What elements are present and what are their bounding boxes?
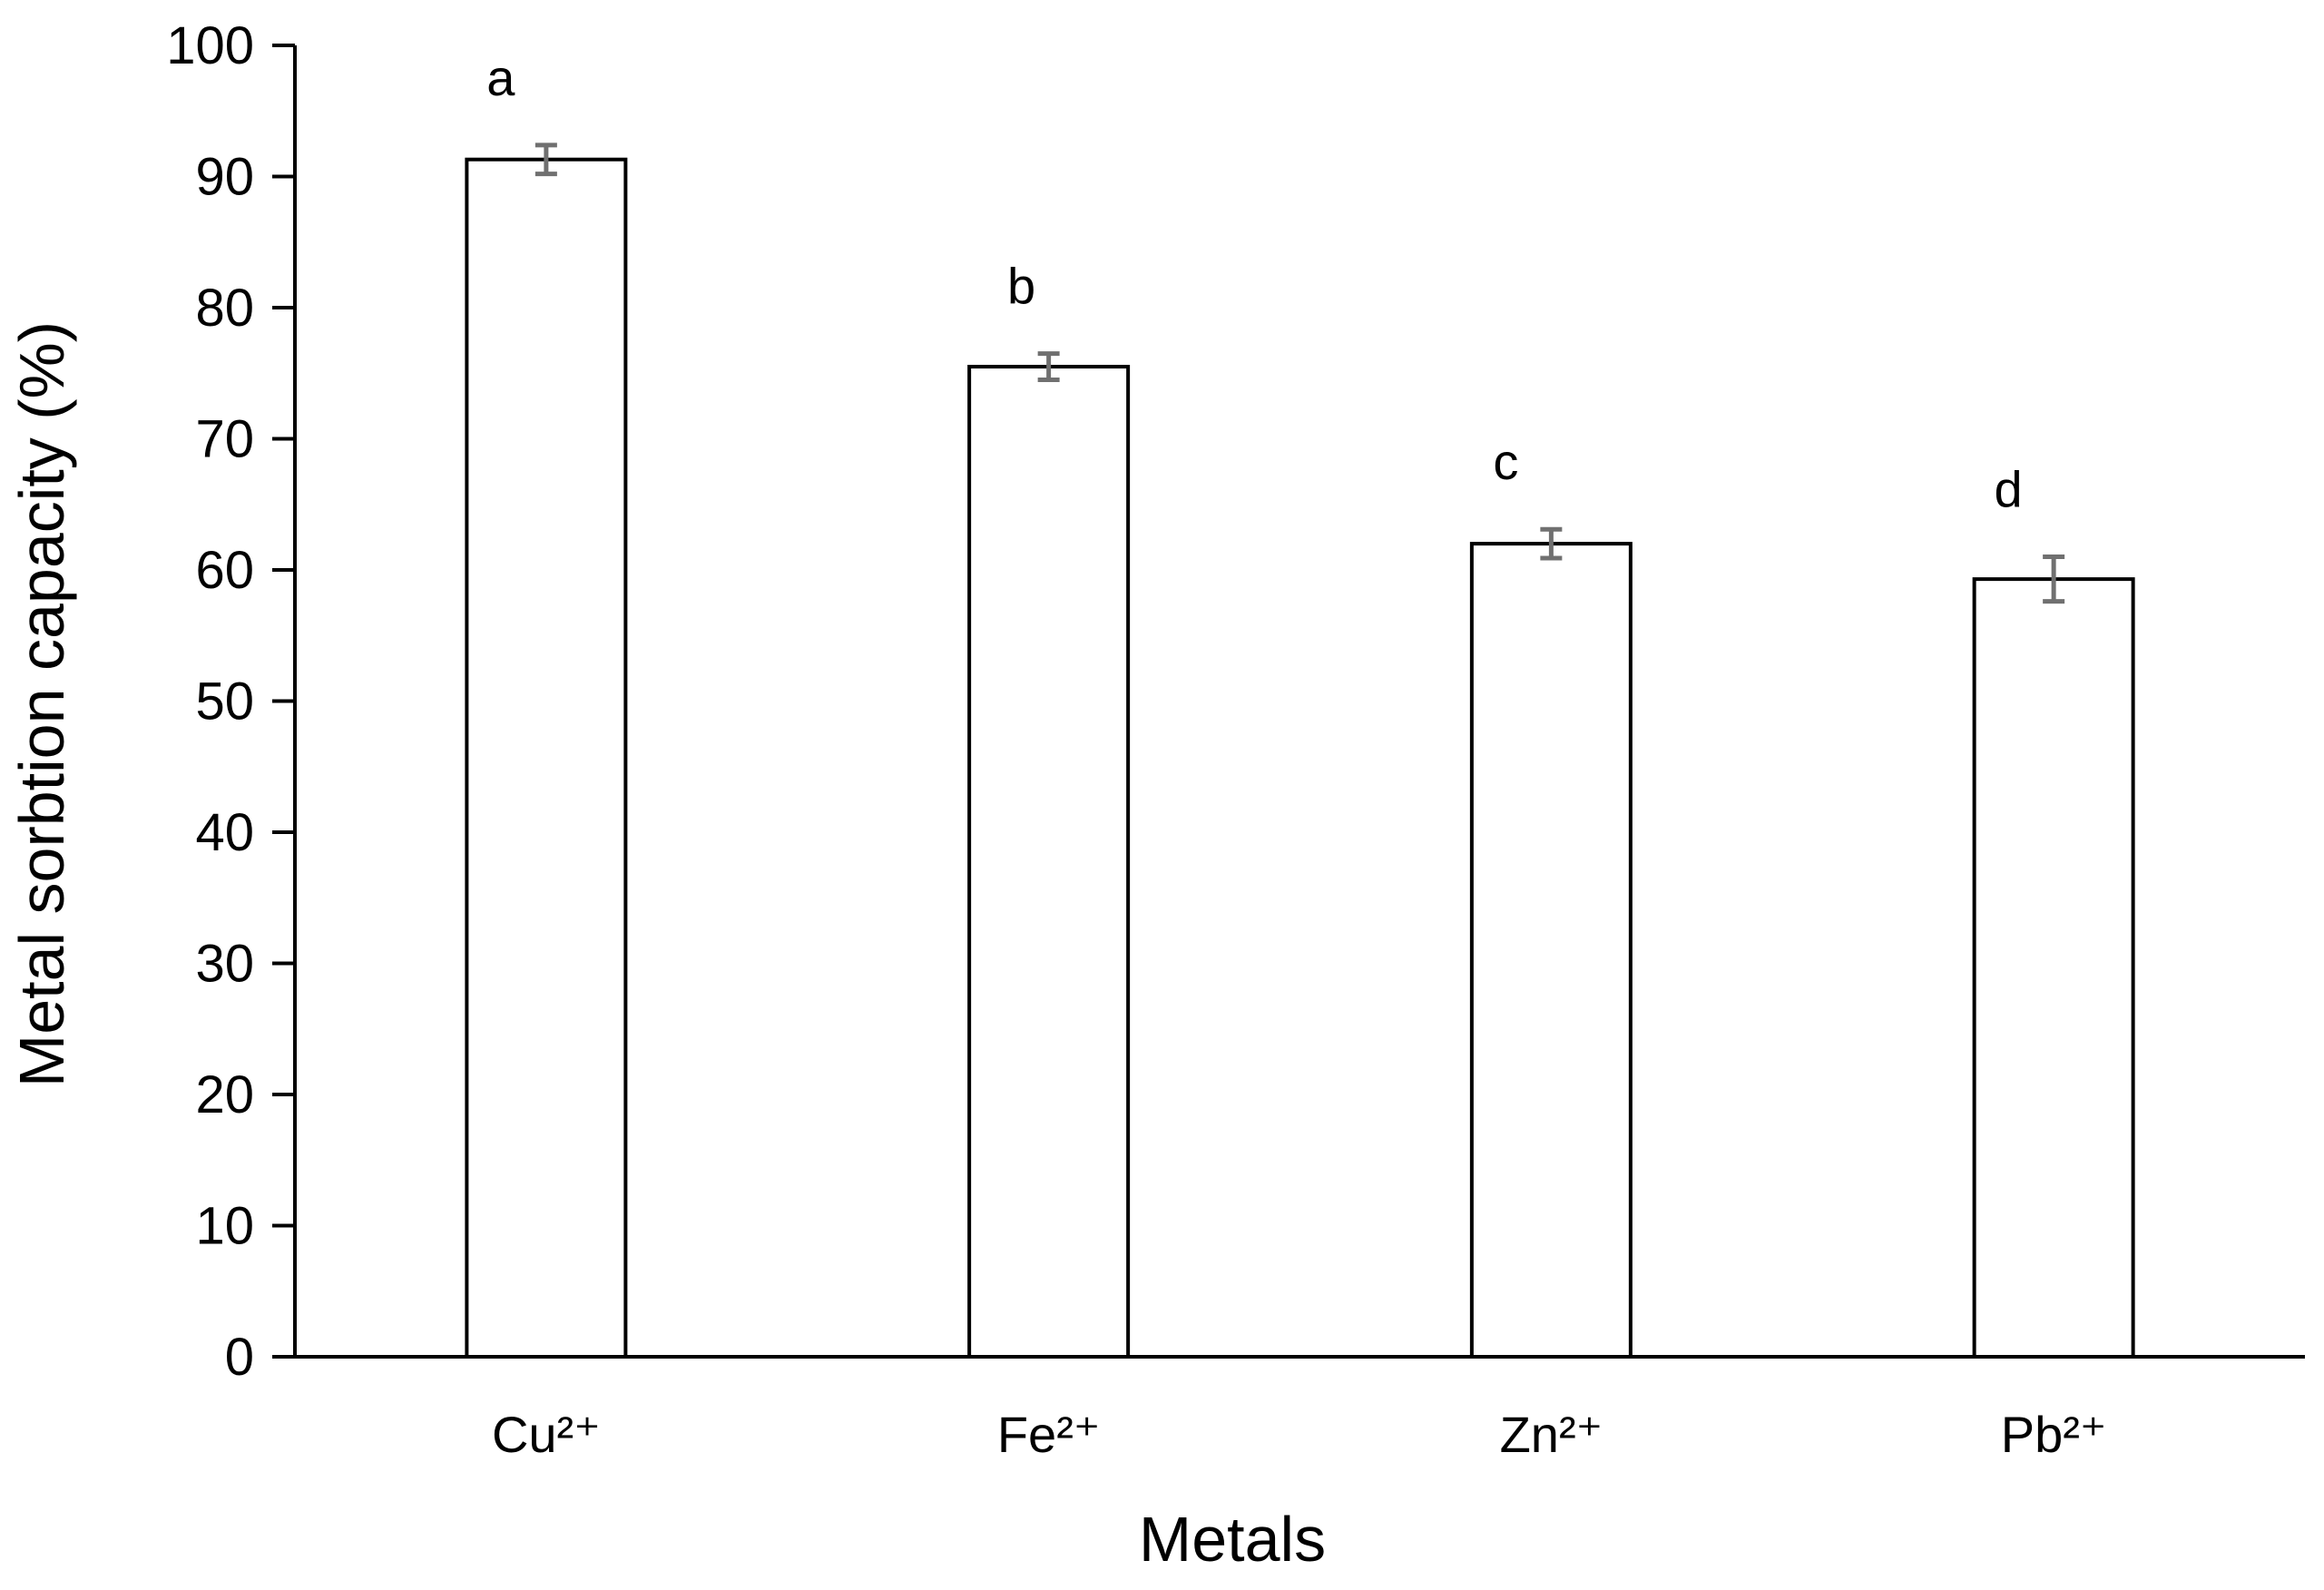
significance-letter: a bbox=[486, 49, 515, 106]
y-tick-label: 70 bbox=[195, 410, 254, 469]
y-tick-label: 100 bbox=[166, 16, 254, 75]
y-tick-label: 90 bbox=[195, 148, 254, 207]
y-tick-label: 80 bbox=[195, 279, 254, 338]
y-tick-label: 30 bbox=[195, 935, 254, 994]
y-axis-title: Metal sorbtion capacity (%) bbox=[6, 321, 77, 1087]
x-tick-label: Pb²⁺ bbox=[2001, 1406, 2107, 1463]
bar bbox=[1972, 577, 2135, 1359]
bar bbox=[1469, 542, 1633, 1359]
y-tick-label: 40 bbox=[195, 803, 254, 862]
y-tick-label: 20 bbox=[195, 1065, 254, 1124]
y-tick-label: 50 bbox=[195, 672, 254, 731]
x-axis-title: Metals bbox=[1139, 1504, 1326, 1575]
bar bbox=[967, 365, 1131, 1359]
y-tick-label: 60 bbox=[195, 541, 254, 600]
x-tick-label: Fe²⁺ bbox=[997, 1406, 1101, 1463]
significance-letter: c bbox=[1493, 433, 1518, 490]
x-tick-label: Cu²⁺ bbox=[492, 1406, 601, 1463]
significance-letter: d bbox=[1995, 461, 2023, 518]
bar bbox=[465, 157, 628, 1359]
y-tick-label: 0 bbox=[225, 1328, 254, 1387]
y-tick-label: 10 bbox=[195, 1197, 254, 1256]
x-tick-label: Zn²⁺ bbox=[1500, 1406, 1603, 1463]
significance-letter: b bbox=[1007, 258, 1035, 315]
